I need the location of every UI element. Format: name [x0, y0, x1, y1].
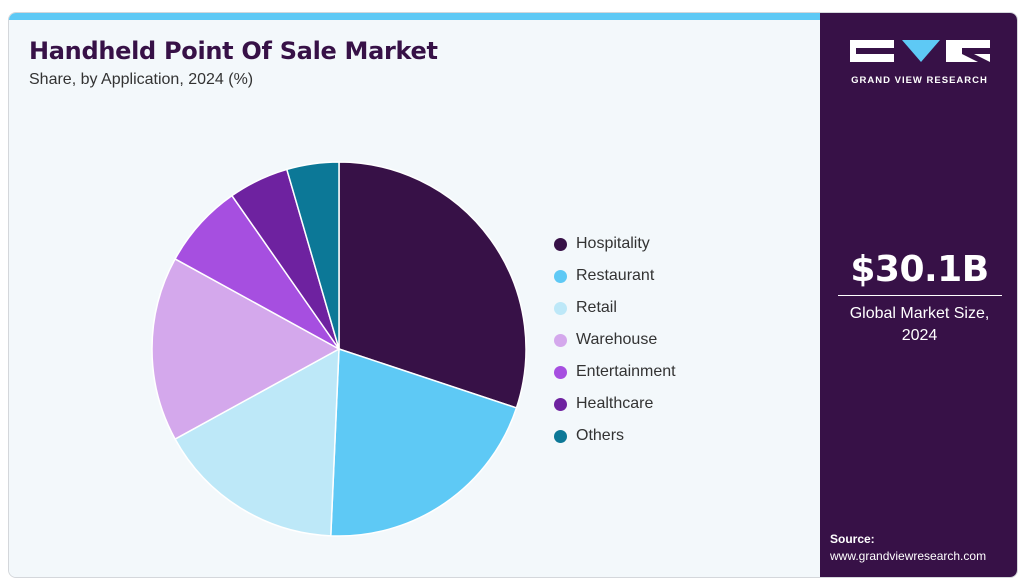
legend-dot: [554, 333, 567, 347]
legend-label: Entertainment: [576, 363, 676, 380]
legend-item-retail: Retail: [554, 292, 676, 324]
legend-item-entertainment: Entertainment: [554, 356, 676, 388]
chart-legend: Hospitality Restaurant Retail Warehouse Ente…: [554, 228, 676, 452]
legend-label: Healthcare: [576, 395, 654, 412]
pie-slice-warehouse: [151, 258, 340, 440]
legend-item-restaurant: Restaurant: [554, 260, 676, 292]
chart-subtitle: Share, by Application, 2024 (%): [29, 71, 254, 88]
legend-label: Retail: [576, 299, 617, 316]
info-sidebar: GRAND VIEW RESEARCH $30.1B Global Market…: [820, 13, 1017, 577]
legend-label: Restaurant: [576, 267, 655, 284]
legend-dot: [554, 429, 567, 443]
pie-slice-others: [286, 161, 340, 350]
legend-item-others: Others: [554, 420, 676, 452]
logo-text: GRAND VIEW RESEARCH: [851, 75, 988, 86]
grand-view-research-logo: [850, 40, 990, 62]
pie-slice-hospitality: [338, 161, 527, 409]
legend-dot: [554, 365, 567, 379]
legend-dot: [554, 301, 567, 315]
legend-item-healthcare: Healthcare: [554, 388, 676, 420]
source-title: Source:: [830, 532, 875, 546]
pie-slice-retail: [174, 348, 340, 537]
pie-chart: [151, 161, 527, 537]
legend-dot: [554, 269, 567, 283]
legend-item-warehouse: Warehouse: [554, 324, 676, 356]
legend-dot: [554, 397, 567, 411]
chart-panel: Handheld Point Of Sale Market Share, by …: [9, 13, 820, 577]
accent-bar: [9, 13, 820, 20]
market-size-value: $30.1B: [850, 249, 989, 290]
chart-title: Handheld Point Of Sale Market: [29, 37, 438, 65]
legend-label: Others: [576, 427, 625, 444]
chart-card: Handheld Point Of Sale Market Share, by …: [8, 12, 1018, 578]
value-divider: [838, 295, 1002, 296]
legend-item-hospitality: Hospitality: [554, 228, 676, 260]
source-url[interactable]: www.grandviewresearch.com: [830, 549, 987, 563]
pie-slices: [151, 161, 527, 537]
legend-label: Hospitality: [576, 235, 650, 252]
legend-label: Warehouse: [576, 331, 658, 348]
pie-slice-restaurant: [330, 348, 518, 537]
market-size-label: Global Market Size, 2024: [849, 305, 990, 344]
legend-dot: [554, 237, 567, 251]
